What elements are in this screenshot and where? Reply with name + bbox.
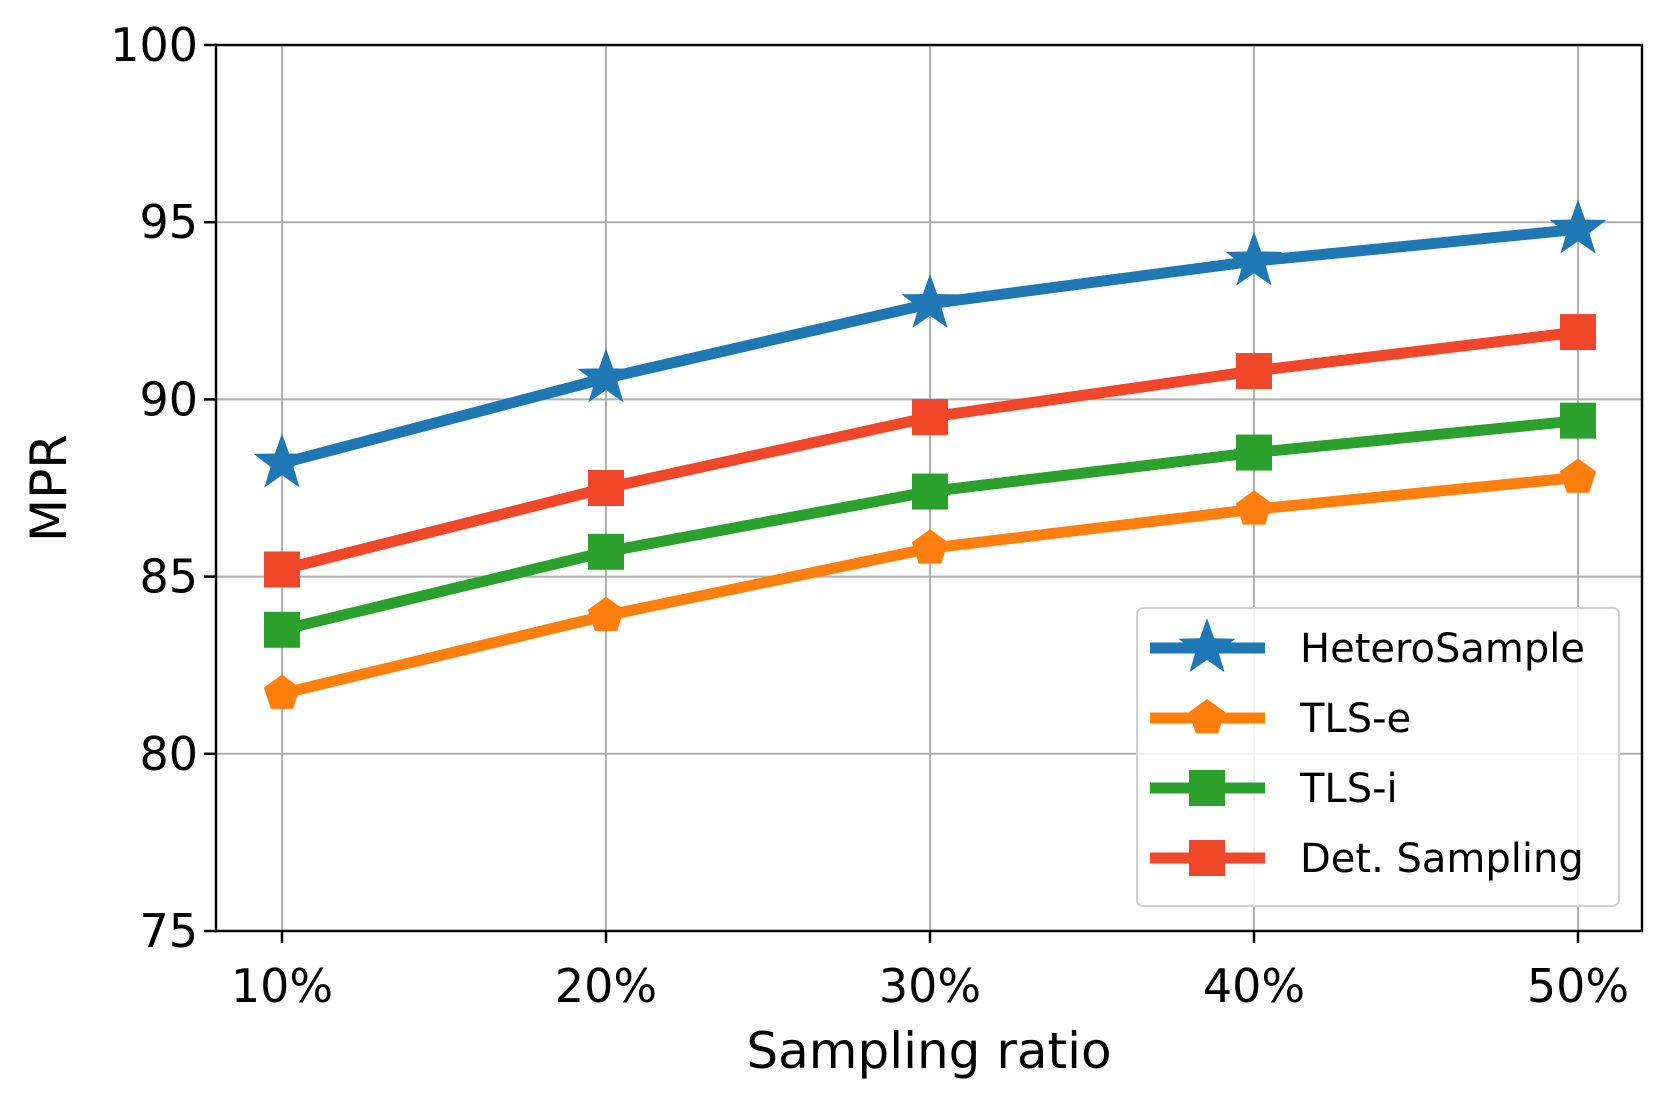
data-point — [1236, 353, 1272, 390]
x-tick-label: 20% — [555, 959, 657, 1013]
legend-marker — [1189, 840, 1225, 876]
data-point — [1236, 434, 1272, 471]
legend-item: HeteroSample — [1150, 618, 1585, 673]
data-point — [577, 348, 635, 403]
legend-label: HeteroSample — [1300, 626, 1585, 672]
legend-marker — [1189, 770, 1225, 806]
data-point — [264, 611, 300, 648]
legend-marker — [1178, 618, 1236, 673]
data-point — [1560, 402, 1596, 439]
data-point — [587, 596, 625, 631]
data-point — [253, 433, 311, 488]
data-point — [1235, 490, 1273, 525]
data-point — [912, 473, 948, 510]
x-axis-title: Sampling ratio — [746, 1022, 1111, 1080]
y-tick-label: 95 — [139, 195, 198, 249]
y-axis-title: MPR — [20, 434, 78, 542]
data-point — [912, 399, 948, 436]
y-tick-label: 80 — [139, 727, 198, 781]
data-point — [1225, 231, 1283, 286]
series-heterosample — [253, 199, 1607, 488]
axis-ticks: 10% 20% 30% 40% 50% 75 80 85 90 95 100 — [110, 18, 1629, 1013]
data-point — [901, 273, 959, 328]
legend-label: TLS-i — [1299, 766, 1398, 812]
legend-item: TLS-i — [1150, 766, 1398, 812]
data-point — [264, 551, 300, 588]
data-point — [263, 674, 301, 709]
series-tls-e — [263, 458, 1597, 709]
data-point — [588, 470, 624, 506]
legend: HeteroSample TLS-e TLS-i Det. Sampling — [1136, 607, 1620, 907]
data-point — [911, 529, 949, 564]
y-tick-label: 90 — [139, 372, 198, 426]
y-tick-label: 75 — [139, 904, 198, 958]
series-layer — [253, 199, 1607, 709]
legend-item: TLS-e — [1150, 696, 1411, 742]
x-tick-label: 30% — [879, 959, 981, 1013]
y-tick-label: 85 — [139, 550, 198, 604]
legend-label: TLS-e — [1299, 696, 1411, 742]
legend-marker — [1188, 699, 1226, 734]
legend-item: Det. Sampling — [1150, 836, 1584, 882]
data-point — [1549, 199, 1607, 254]
legend-box — [1136, 607, 1620, 907]
x-tick-label: 50% — [1527, 959, 1629, 1013]
data-point — [588, 533, 624, 570]
series-det-sampling — [264, 314, 1596, 588]
x-tick-label: 40% — [1203, 959, 1305, 1013]
legend-label: Det. Sampling — [1300, 836, 1584, 882]
data-point — [1559, 458, 1597, 493]
series-tls-i — [264, 402, 1596, 648]
y-tick-label: 100 — [110, 18, 198, 72]
x-tick-label: 10% — [231, 959, 333, 1013]
data-point — [1560, 314, 1596, 351]
